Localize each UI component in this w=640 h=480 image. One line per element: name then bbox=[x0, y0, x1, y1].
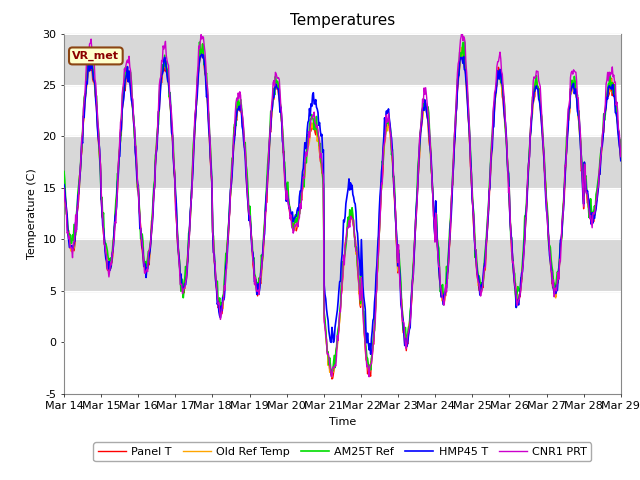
Line: AM25T Ref: AM25T Ref bbox=[64, 42, 621, 374]
HMP45 T bbox=[70, 240, 78, 245]
Panel T bbox=[127, 90, 135, 96]
Old Ref Temp bbox=[70, 245, 78, 251]
HMP45 T bbox=[367, 351, 374, 357]
Title: Temperatures: Temperatures bbox=[290, 13, 395, 28]
Old Ref Temp bbox=[214, 296, 221, 301]
AM25T Ref bbox=[411, 233, 419, 239]
CNR1 PRT bbox=[617, 154, 625, 159]
Old Ref Temp bbox=[617, 155, 625, 160]
HMP45 T bbox=[214, 299, 222, 304]
Panel T bbox=[184, 258, 192, 264]
CNR1 PRT bbox=[60, 185, 68, 191]
HMP45 T bbox=[428, 170, 436, 176]
CNR1 PRT bbox=[428, 160, 435, 166]
AM25T Ref bbox=[70, 221, 78, 227]
AM25T Ref bbox=[428, 165, 435, 171]
Line: Old Ref Temp: Old Ref Temp bbox=[64, 48, 621, 377]
HMP45 T bbox=[60, 182, 68, 188]
Line: HMP45 T: HMP45 T bbox=[64, 54, 621, 354]
HMP45 T bbox=[198, 51, 205, 57]
CNR1 PRT bbox=[184, 252, 192, 257]
Panel T bbox=[214, 305, 222, 311]
CNR1 PRT bbox=[214, 293, 221, 299]
HMP45 T bbox=[184, 252, 192, 258]
Legend: Panel T, Old Ref Temp, AM25T Ref, HMP45 T, CNR1 PRT: Panel T, Old Ref Temp, AM25T Ref, HMP45 … bbox=[93, 443, 591, 461]
Old Ref Temp bbox=[127, 93, 135, 99]
AM25T Ref bbox=[327, 372, 335, 377]
AM25T Ref bbox=[461, 39, 468, 45]
Y-axis label: Temperature (C): Temperature (C) bbox=[27, 168, 36, 259]
CNR1 PRT bbox=[411, 235, 419, 241]
Panel T bbox=[428, 176, 436, 181]
CNR1 PRT bbox=[365, 374, 373, 380]
Panel T bbox=[70, 248, 78, 253]
HMP45 T bbox=[617, 158, 625, 164]
Panel T bbox=[60, 175, 68, 181]
Old Ref Temp bbox=[458, 45, 465, 50]
Panel T bbox=[328, 376, 336, 382]
Line: CNR1 PRT: CNR1 PRT bbox=[64, 26, 621, 377]
CNR1 PRT bbox=[70, 239, 78, 245]
HMP45 T bbox=[412, 220, 419, 226]
Line: Panel T: Panel T bbox=[64, 44, 621, 379]
Old Ref Temp bbox=[60, 176, 68, 182]
X-axis label: Time: Time bbox=[329, 417, 356, 427]
Bar bbox=[64, 136, 621, 188]
Old Ref Temp bbox=[184, 246, 192, 252]
Old Ref Temp bbox=[328, 374, 336, 380]
AM25T Ref bbox=[184, 250, 192, 256]
Panel T bbox=[199, 41, 207, 47]
Old Ref Temp bbox=[411, 238, 419, 244]
CNR1 PRT bbox=[458, 23, 466, 29]
CNR1 PRT bbox=[127, 80, 135, 85]
Bar bbox=[64, 34, 621, 85]
Bar bbox=[64, 240, 621, 291]
AM25T Ref bbox=[127, 78, 135, 84]
Panel T bbox=[412, 225, 419, 230]
Panel T bbox=[617, 157, 625, 163]
AM25T Ref bbox=[617, 149, 625, 155]
AM25T Ref bbox=[214, 278, 221, 284]
Text: VR_met: VR_met bbox=[72, 51, 119, 61]
Old Ref Temp bbox=[428, 166, 435, 171]
HMP45 T bbox=[127, 97, 135, 103]
AM25T Ref bbox=[60, 168, 68, 174]
